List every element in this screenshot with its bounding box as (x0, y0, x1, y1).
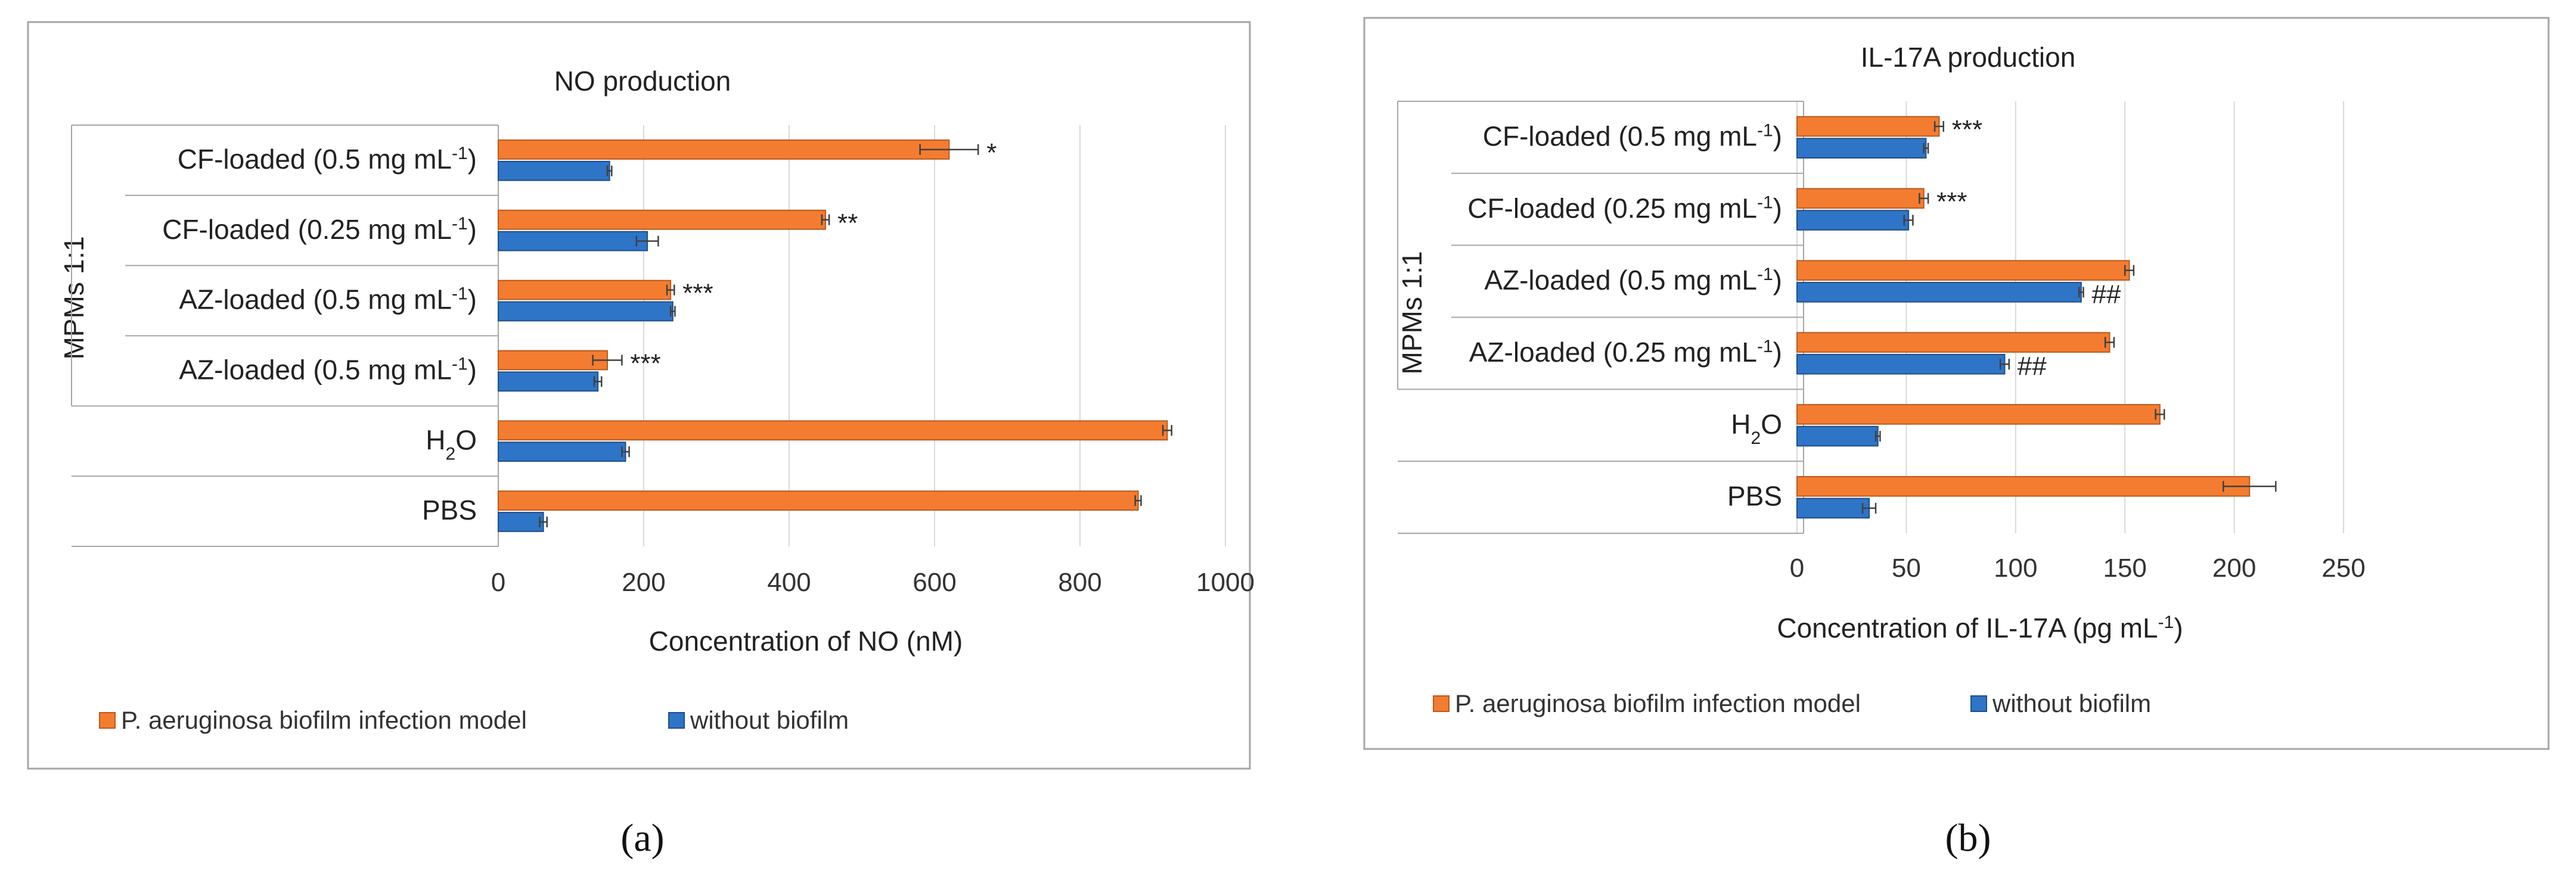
significance-marker: *** (1952, 115, 1982, 144)
significance-marker: ## (2018, 352, 2047, 381)
x-tick-label: 150 (2103, 554, 2146, 583)
bar-clean (1796, 138, 1927, 159)
legend-label-clean: without biofilm (1992, 689, 2151, 717)
x-tick-label: 400 (767, 568, 811, 597)
legend-swatch-infected (99, 712, 116, 729)
x-tick-label: 200 (2212, 554, 2256, 583)
category-label: PBS (422, 495, 477, 526)
bar-clean (498, 442, 626, 462)
bar-clean (1796, 425, 1879, 447)
category-label: H2O (426, 424, 477, 464)
bar-clean (1796, 498, 1870, 519)
panel-b-label: (b) (1945, 816, 1991, 860)
bar-clean (498, 160, 610, 181)
bar-clean (498, 512, 544, 532)
x-tick-label: 200 (622, 568, 665, 597)
significance-marker: ** (837, 209, 858, 238)
x-tick-label: 250 (2321, 554, 2365, 583)
legend-label-infected: P. aeruginosa biofilm infection model (1455, 689, 1861, 717)
significance-marker: *** (682, 279, 713, 308)
category-label: AZ-loaded (0.5 mg mL-1) (179, 354, 477, 386)
bar-infected (498, 350, 608, 371)
panel-a-legend: P. aeruginosa biofilm infection model wi… (99, 706, 849, 734)
bar-clean (498, 231, 648, 251)
panel-a-group-label: MPMs 1:1 (58, 236, 89, 359)
panel-a-plot: 0 200 400 600 800 1000 CF-loaded (0.5 mg mL-1)… (71, 125, 1255, 597)
bar-infected (498, 279, 672, 300)
category-label: PBS (1727, 481, 1782, 512)
legend-swatch-clean (668, 712, 685, 729)
panel-b-x-axis-label: Concentration of IL-17A (pg mL-1) (1777, 613, 2183, 644)
x-tick-label: 50 (1892, 554, 1921, 583)
panel-a-frame (27, 21, 1251, 770)
legend-label-clean: without biofilm (690, 706, 849, 734)
bar-clean (498, 301, 674, 322)
bar-clean (498, 371, 599, 392)
bar-infected (498, 490, 1139, 511)
panel-b-frame (1363, 17, 2550, 750)
bar-infected (1796, 475, 2251, 497)
significance-marker: * (986, 138, 997, 167)
panel-a-label: (a) (620, 816, 664, 860)
x-tick-label: 800 (1058, 568, 1101, 597)
bar-clean (1796, 353, 2006, 375)
significance-marker: *** (1936, 187, 1967, 216)
panel-a-title: NO production (554, 66, 731, 97)
bar-infected (498, 420, 1168, 441)
category-label: CF-loaded (0.25 mg mL-1) (1467, 192, 1782, 224)
panel-b-plot: 0 50 100 150 200 250 CF-loaded (0.5 mg mL-1) CF… (1397, 101, 2366, 583)
x-tick-label: 600 (913, 568, 956, 597)
x-tick-label: 1000 (1196, 568, 1255, 597)
category-label: CF-loaded (0.5 mg mL-1) (178, 143, 477, 175)
bar-clean (1796, 282, 2082, 303)
panel-b-legend: P. aeruginosa biofilm infection model wi… (1433, 689, 2151, 717)
category-label: CF-loaded (0.5 mg mL-1) (1483, 120, 1782, 152)
category-label: AZ-loaded (0.5 mg mL-1) (1484, 265, 1782, 296)
x-tick-label: 0 (1790, 554, 1804, 583)
bar-infected (1796, 188, 1925, 209)
legend-label-infected: P. aeruginosa biofilm infection model (121, 706, 527, 734)
category-label: AZ-loaded (0.25 mg mL-1) (1469, 336, 1782, 368)
bar-infected (1796, 116, 1940, 137)
bar-clean (1796, 210, 1910, 231)
bar-infected (498, 139, 950, 160)
x-tick-label: 0 (491, 568, 505, 597)
significance-marker: ## (2092, 279, 2121, 309)
significance-marker: *** (630, 349, 660, 378)
category-label: CF-loaded (0.25 mg mL-1) (162, 213, 477, 245)
bar-infected (1796, 404, 2161, 425)
panel-b-title: IL-17A production (1861, 42, 2076, 73)
category-label: AZ-loaded (0.5 mg mL-1) (179, 284, 477, 315)
panel-b-group-label: MPMs 1:1 (1396, 251, 1427, 374)
bar-infected (498, 209, 826, 230)
bar-infected (1796, 332, 2111, 353)
legend-swatch-infected (1433, 695, 1450, 712)
bar-infected (1796, 260, 2130, 281)
legend-swatch-clean (1970, 695, 1987, 712)
x-tick-label: 100 (1994, 554, 2037, 583)
category-label: H2O (1731, 409, 1782, 448)
panel-a-x-axis-label: Concentration of NO (nM) (649, 626, 963, 657)
